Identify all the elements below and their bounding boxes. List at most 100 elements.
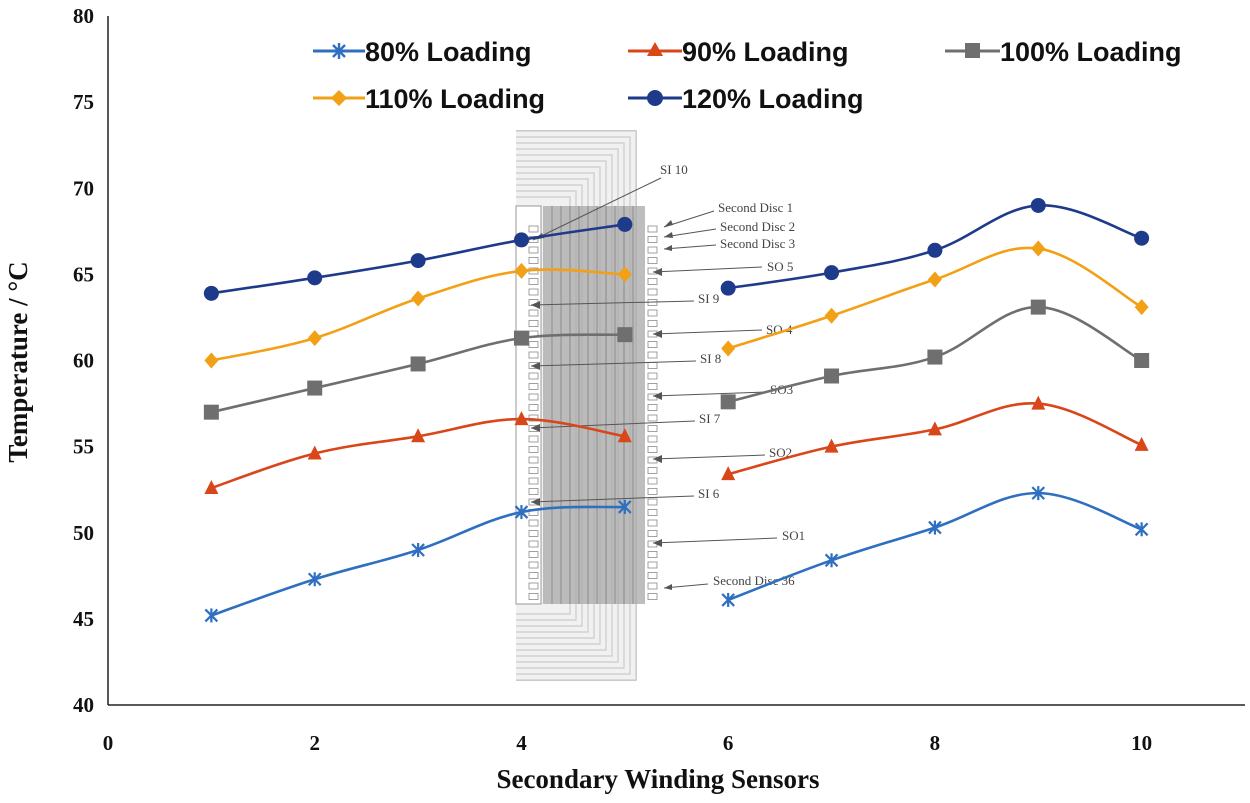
data-point <box>1134 353 1150 368</box>
legend-item-110: 110% Loading <box>313 84 545 114</box>
disc-so <box>647 593 658 600</box>
inset-label-second-disc-3: Second Disc 3 <box>663 236 795 251</box>
data-point <box>927 421 942 436</box>
data-point <box>618 499 632 514</box>
winding-diagram: SI 10 SI 9 SI 8 SI 7 SI 6 Second Disc 1 <box>515 130 805 681</box>
data-point <box>411 542 425 557</box>
disc-si <box>528 435 539 443</box>
data-point <box>307 380 323 396</box>
disc-si <box>528 341 539 348</box>
data-point <box>203 404 219 420</box>
data-point <box>514 505 529 520</box>
disc-so <box>647 467 658 474</box>
legend-item-90: 90% Loading <box>628 37 849 67</box>
x-tick-label: 2 <box>309 731 320 755</box>
disc-so <box>647 435 658 443</box>
disc-si <box>528 278 539 285</box>
data-point <box>617 428 632 443</box>
disc-si <box>528 582 539 590</box>
data-point <box>514 411 529 426</box>
svg-text:90% Loading: 90% Loading <box>682 37 849 67</box>
y-tick-label: 60 <box>73 349 94 373</box>
svg-text:SO1: SO1 <box>782 528 805 543</box>
data-point <box>513 330 529 346</box>
data-point <box>927 242 943 258</box>
data-point <box>927 271 942 288</box>
disc-so <box>647 383 658 390</box>
data-point <box>411 290 426 307</box>
svg-text:Second Disc 3: Second Disc 3 <box>720 236 795 251</box>
legend: 80% Loading 90% Loading 100% Loading 110… <box>313 37 1182 114</box>
svg-text:Second Disc 1: Second Disc 1 <box>718 200 793 215</box>
disc-so <box>647 288 658 296</box>
legend-marker-triangle-icon <box>647 42 663 56</box>
disc-so <box>647 351 658 359</box>
svg-text:SI 6: SI 6 <box>698 486 720 501</box>
disc-si <box>528 540 539 548</box>
disc-so <box>647 404 658 411</box>
disc-si <box>528 372 539 380</box>
svg-text:100% Loading: 100% Loading <box>1000 37 1182 67</box>
data-point <box>1134 230 1150 246</box>
series-layer <box>203 197 1150 623</box>
inset-label-si6: SI 6 <box>530 486 720 506</box>
data-point <box>410 356 426 372</box>
legend-item-100: 100% Loading <box>945 37 1182 67</box>
y-tick-label: 55 <box>73 435 94 459</box>
disc-si <box>528 551 539 558</box>
data-point <box>824 553 839 568</box>
data-point <box>721 592 735 607</box>
data-point <box>1134 522 1149 537</box>
y-tick-label: 50 <box>73 521 94 545</box>
disc-so <box>647 372 658 380</box>
disc-so <box>647 309 658 317</box>
data-point <box>411 428 426 443</box>
disc-so <box>647 572 658 579</box>
disc-so <box>647 320 658 327</box>
disc-so <box>647 509 658 516</box>
disc-so <box>647 414 658 422</box>
inner-winding-block <box>543 206 645 604</box>
svg-text:Second Disc 36: Second Disc 36 <box>713 573 795 588</box>
legend-item-80: 80% Loading <box>313 37 532 67</box>
data-point <box>307 270 323 286</box>
disc-si <box>528 225 539 233</box>
y-tick-label: 65 <box>73 262 94 286</box>
svg-text:SO 5: SO 5 <box>767 259 793 274</box>
data-point <box>1134 436 1149 451</box>
data-point <box>307 330 322 347</box>
svg-text:Second Disc 2: Second Disc 2 <box>720 219 795 234</box>
svg-text:110% Loading: 110% Loading <box>365 84 545 114</box>
data-point <box>617 266 632 283</box>
series-100-loading <box>203 299 1150 420</box>
disc-si <box>528 257 539 264</box>
legend-marker-star-icon <box>332 43 346 59</box>
series-120-loading <box>203 197 1150 301</box>
disc-so <box>647 498 658 506</box>
disc-si <box>528 477 539 485</box>
disc-so <box>647 341 658 348</box>
y-axis-title: Temperature / °C <box>3 261 33 462</box>
svg-text:SO2: SO2 <box>769 445 792 460</box>
disc-si <box>528 572 539 579</box>
inset-label-second-disc-2: Second Disc 2 <box>663 219 795 238</box>
legend-marker-square-icon <box>965 43 980 58</box>
disc-si <box>528 519 539 527</box>
y-tick-label: 45 <box>73 607 94 631</box>
data-point <box>617 327 633 343</box>
data-point <box>927 349 943 365</box>
disc-si <box>528 383 539 390</box>
series-110-loading <box>204 240 1149 369</box>
svg-text:SI 10: SI 10 <box>660 162 688 177</box>
x-tick-label: 4 <box>516 731 527 755</box>
y-tick-label: 40 <box>73 693 94 717</box>
disc-si <box>528 246 539 254</box>
legend-item-120: 120% Loading <box>628 84 864 114</box>
data-point <box>307 572 322 587</box>
disc-so <box>647 488 658 495</box>
data-point <box>514 262 529 279</box>
disc-si <box>528 488 539 495</box>
data-point <box>1134 299 1149 316</box>
x-tick-labels: 0 2 4 6 8 10 <box>103 731 1152 755</box>
